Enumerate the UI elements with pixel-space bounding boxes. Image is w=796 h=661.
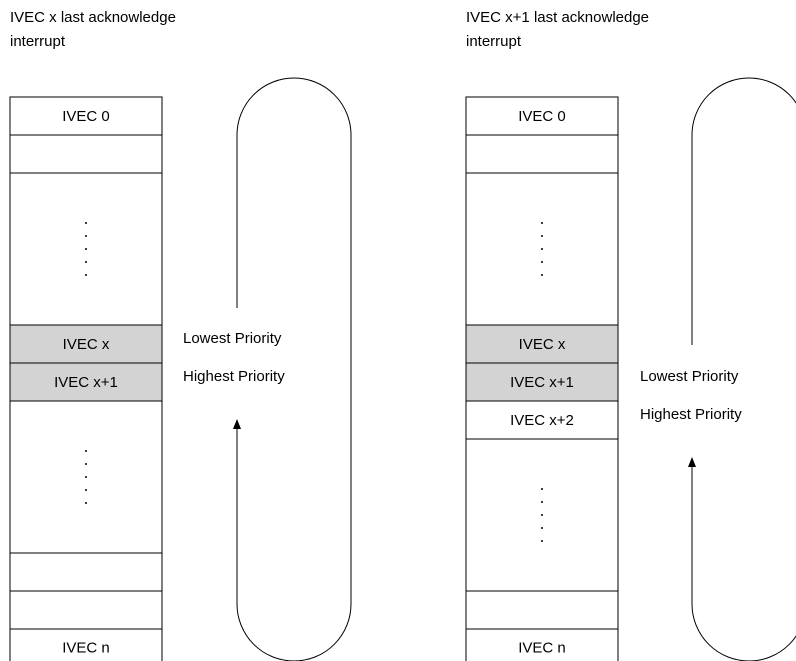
right-vector-table-cell xyxy=(465,590,619,630)
right-ellipsis-dot xyxy=(541,540,543,542)
right-rotation-loop xyxy=(688,77,796,661)
right-ellipsis-dot xyxy=(541,248,543,250)
left-vector-table-cell xyxy=(9,134,163,174)
right-ellipsis-dot xyxy=(541,235,543,237)
left-ellipsis-dot xyxy=(85,463,87,465)
right-panel: IVEC 0 IVEC x IVEC x+1 IVEC x+2 IVEC n Lowest… xyxy=(465,77,796,661)
left-ellipsis-dot xyxy=(85,489,87,491)
left-ellipsis-dot xyxy=(85,261,87,263)
left-ellipsis-dot xyxy=(85,450,87,452)
left-ellipsis-dot xyxy=(85,476,87,478)
right-vector-cell-label: IVEC x+2 xyxy=(510,412,574,429)
right-vector-table-cell xyxy=(465,362,619,402)
right-ellipsis-dot xyxy=(541,274,543,276)
right-vector-table-cell xyxy=(465,96,619,136)
right-vector-cell-label: IVEC n xyxy=(518,640,566,657)
left-vector-table-cell xyxy=(9,552,163,592)
left-ellipsis-dot xyxy=(85,502,87,504)
left-panel-caption: IVEC x last acknowledge interrupt xyxy=(10,9,176,50)
right-highest-priority-label: Highest Priority xyxy=(640,406,742,423)
left-vector-table-cell xyxy=(9,96,163,136)
left-vector-table-cell xyxy=(9,362,163,402)
left-ellipsis-dot xyxy=(85,248,87,250)
right-ellipsis-dot xyxy=(541,222,543,224)
right-vector-table-cell xyxy=(465,324,619,364)
right-vector-cell-label: IVEC x+1 xyxy=(510,374,574,391)
left-panel: IVEC 0 IVEC x IVEC x+1 IVEC n Lowest Priorit… xyxy=(9,77,352,661)
left-vector-cell-label: IVEC n xyxy=(62,640,110,657)
right-vector-cell-label: IVEC 0 xyxy=(518,108,566,125)
right-ellipsis-dot xyxy=(541,527,543,529)
right-lowest-priority-label: Lowest Priority xyxy=(640,368,739,385)
left-vector-table-cell xyxy=(9,628,163,661)
right-ellipsis-dot xyxy=(541,488,543,490)
left-highest-priority-label: Highest Priority xyxy=(183,368,285,385)
right-vector-table-cell xyxy=(465,400,619,440)
left-lowest-priority-label: Lowest Priority xyxy=(183,330,282,347)
right-vector-cell-label: IVEC x xyxy=(519,336,566,353)
right-vector-table-cell xyxy=(465,628,619,661)
right-panel-caption: IVEC x+1 last acknowledge interrupt xyxy=(466,9,650,50)
left-vector-table-cell xyxy=(9,324,163,364)
left-vector-cell-label: IVEC 0 xyxy=(62,108,110,125)
left-ellipsis-dot xyxy=(85,274,87,276)
right-ellipsis-dot xyxy=(541,501,543,503)
left-ellipsis-dot xyxy=(85,235,87,237)
left-rotation-loop xyxy=(233,77,352,661)
left-vector-cell-label: IVEC x+1 xyxy=(54,374,118,391)
left-vector-cell-label: IVEC x xyxy=(63,336,110,353)
right-ellipsis-dot xyxy=(541,514,543,516)
left-ellipsis-dot xyxy=(85,222,87,224)
left-vector-table-cell xyxy=(9,590,163,630)
right-vector-table-cell xyxy=(465,134,619,174)
right-ellipsis-dot xyxy=(541,261,543,263)
